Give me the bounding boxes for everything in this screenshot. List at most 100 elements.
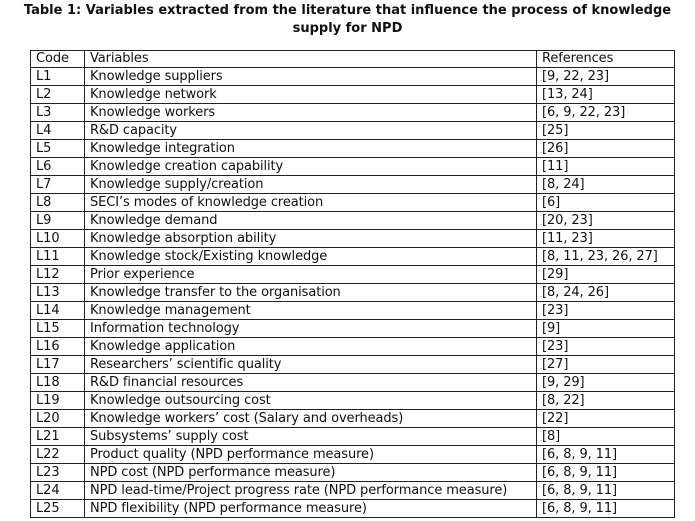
table-row: L10 Knowledge absorption ability [11, 23] [30, 229, 675, 248]
cell-references: [20, 23] [536, 211, 675, 230]
cell-code: L9 [30, 211, 85, 230]
cell-variable: Product quality (NPD performance measure… [84, 445, 537, 464]
table-row: L9 Knowledge demand [20, 23] [30, 211, 675, 230]
cell-references: [6, 8, 9, 11] [536, 481, 675, 500]
cell-variable: Knowledge creation capability [84, 157, 537, 176]
cell-code: L20 [30, 409, 85, 428]
cell-code: L23 [30, 463, 85, 482]
table-row: L25 NPD flexibility (NPD performance meas… [30, 499, 675, 518]
caption-line-1: Table 1: Variables extracted from the li… [23, 3, 672, 18]
cell-code: L19 [30, 391, 85, 410]
cell-code: L2 [30, 85, 85, 104]
cell-code: L3 [30, 103, 85, 122]
table-row: L15 Information technology [9] [30, 319, 675, 338]
table-row: L7 Knowledge supply/creation [8, 24] [30, 175, 675, 194]
cell-code: L25 [30, 499, 85, 518]
table-row: L16 Knowledge application [23] [30, 337, 675, 356]
cell-references: [25] [536, 121, 675, 140]
table-row: L5 Knowledge integration [26] [30, 139, 675, 158]
cell-references: [26] [536, 139, 675, 158]
caption-line-2: supply for NPD [292, 21, 403, 36]
table-row: L21 Subsystems’ supply cost [8] [30, 427, 675, 446]
cell-references: [6] [536, 193, 675, 212]
cell-code: L14 [30, 301, 85, 320]
cell-references: [22] [536, 409, 675, 428]
table-row: L8 SECI’s modes of knowledge creation [6] [30, 193, 675, 212]
cell-code: L24 [30, 481, 85, 500]
cell-variable: Knowledge workers [84, 103, 537, 122]
cell-references: [8, 24] [536, 175, 675, 194]
cell-code: L13 [30, 283, 85, 302]
cell-code: L10 [30, 229, 85, 248]
cell-code: L7 [30, 175, 85, 194]
cell-variable: R&D capacity [84, 121, 537, 140]
cell-references: [9, 22, 23] [536, 67, 675, 86]
table-row: L1 Knowledge suppliers [9, 22, 23] [30, 67, 675, 86]
cell-variable: NPD lead-time/Project progress rate (NPD… [84, 481, 537, 500]
cell-references: [6, 8, 9, 11] [536, 463, 675, 482]
table-row: L24 NPD lead-time/Project progress rate (… [30, 481, 675, 500]
cell-variable: Knowledge integration [84, 139, 537, 158]
cell-variable: Knowledge absorption ability [84, 229, 537, 248]
cell-variable: Subsystems’ supply cost [84, 427, 537, 446]
cell-variable: Knowledge network [84, 85, 537, 104]
cell-references: [23] [536, 301, 675, 320]
table-row: L18 R&D financial resources [9, 29] [30, 373, 675, 392]
cell-variable: Researchers’ scientific quality [84, 355, 537, 374]
cell-code: L12 [30, 265, 85, 284]
cell-code: L11 [30, 247, 85, 266]
cell-references: [6, 8, 9, 11] [536, 499, 675, 518]
cell-variable: Knowledge management [84, 301, 537, 320]
cell-references: [11, 23] [536, 229, 675, 248]
table-caption: Table 1: Variables extracted from the li… [0, 2, 695, 38]
cell-references: [6, 9, 22, 23] [536, 103, 675, 122]
header-code: Code [30, 50, 85, 68]
cell-variable: NPD flexibility (NPD performance measure… [84, 499, 537, 518]
table-header-row: Code Variables References [30, 50, 675, 68]
cell-variable: Knowledge workers’ cost (Salary and over… [84, 409, 537, 428]
cell-code: L21 [30, 427, 85, 446]
cell-references: [8, 22] [536, 391, 675, 410]
table-row: L17 Researchers’ scientific quality [27] [30, 355, 675, 374]
table-row: L13 Knowledge transfer to the organisatio… [30, 283, 675, 302]
table-row: L19 Knowledge outsourcing cost [8, 22] [30, 391, 675, 410]
cell-references: [27] [536, 355, 675, 374]
cell-variable: Knowledge supply/creation [84, 175, 537, 194]
cell-variable: R&D financial resources [84, 373, 537, 392]
table-row: L14 Knowledge management [23] [30, 301, 675, 320]
cell-variable: Knowledge application [84, 337, 537, 356]
cell-references: [6, 8, 9, 11] [536, 445, 675, 464]
table-row: L11 Knowledge stock/Existing knowledge [8,… [30, 247, 675, 266]
cell-variable: Information technology [84, 319, 537, 338]
cell-references: [8, 11, 23, 26, 27] [536, 247, 675, 266]
table-row: L3 Knowledge workers [6, 9, 22, 23] [30, 103, 675, 122]
cell-code: L5 [30, 139, 85, 158]
header-variables: Variables [84, 50, 537, 68]
table-row: L22 Product quality (NPD performance meas… [30, 445, 675, 464]
cell-variable: Knowledge stock/Existing knowledge [84, 247, 537, 266]
cell-code: L17 [30, 355, 85, 374]
cell-references: [8] [536, 427, 675, 446]
header-references: References [536, 50, 675, 68]
table-row: L4 R&D capacity [25] [30, 121, 675, 140]
cell-variable: Knowledge suppliers [84, 67, 537, 86]
table-row: L20 Knowledge workers’ cost (Salary and o… [30, 409, 675, 428]
cell-code: L15 [30, 319, 85, 338]
cell-references: [9] [536, 319, 675, 338]
cell-references: [11] [536, 157, 675, 176]
table-row: L12 Prior experience [29] [30, 265, 675, 284]
cell-variable: Knowledge transfer to the organisation [84, 283, 537, 302]
cell-references: [29] [536, 265, 675, 284]
cell-variable: Knowledge demand [84, 211, 537, 230]
cell-code: L1 [30, 67, 85, 86]
cell-code: L4 [30, 121, 85, 140]
variables-table: Code Variables References L1 Knowledge su… [30, 50, 675, 518]
cell-code: L16 [30, 337, 85, 356]
cell-code: L6 [30, 157, 85, 176]
cell-code: L8 [30, 193, 85, 212]
cell-variable: NPD cost (NPD performance measure) [84, 463, 537, 482]
cell-references: [9, 29] [536, 373, 675, 392]
table-row: L6 Knowledge creation capability [11] [30, 157, 675, 176]
cell-code: L18 [30, 373, 85, 392]
table-row: L23 NPD cost (NPD performance measure) [6,… [30, 463, 675, 482]
